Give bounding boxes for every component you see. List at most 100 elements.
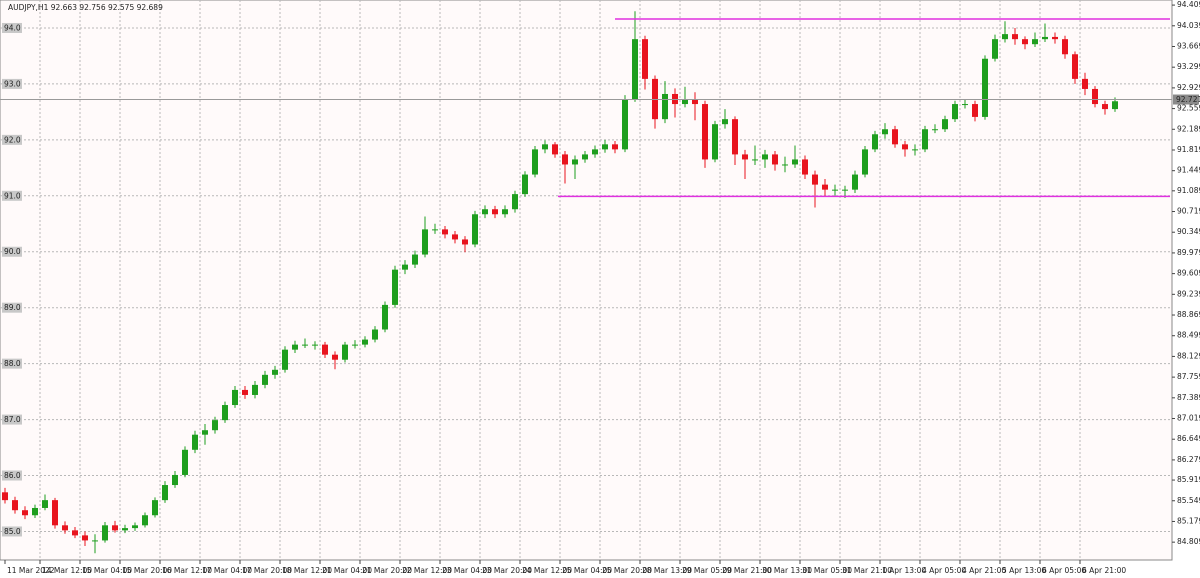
candle-body <box>1062 39 1068 55</box>
candle-body <box>682 99 688 105</box>
candle-body <box>592 149 598 155</box>
y-tick-label: 86.0 <box>4 471 21 480</box>
candle-body <box>942 119 948 130</box>
candle-body <box>2 492 8 501</box>
y2-tick-label: 89.239 <box>1177 289 1200 298</box>
y2-tick-label: 90.349 <box>1177 227 1200 236</box>
y-tick-label: 94.0 <box>4 23 21 32</box>
y2-tick-label: 85.179 <box>1177 516 1200 525</box>
candle-body <box>402 264 408 270</box>
candle-body <box>1042 36 1048 40</box>
candle-body <box>172 474 178 486</box>
candle-body <box>502 209 508 215</box>
candle-body <box>432 229 438 231</box>
candle-body <box>852 174 858 190</box>
candle-body <box>792 159 798 165</box>
y2-tick-label: 92.929 <box>1177 83 1200 92</box>
y-tick-box <box>2 190 22 201</box>
y2-tick-label: 88.499 <box>1177 331 1200 340</box>
candle-body <box>882 129 888 135</box>
candle-body <box>622 99 628 150</box>
x-tick-label: 16 Mar 12:00 <box>162 566 212 575</box>
y-tick-box <box>2 526 22 537</box>
candle-body <box>412 254 418 265</box>
candle-body <box>542 144 548 150</box>
candle-body <box>572 159 578 165</box>
y-tick-box <box>2 134 22 145</box>
y-tick-label: 88.0 <box>4 359 21 368</box>
candle-body <box>62 525 68 531</box>
candle-body <box>642 39 648 79</box>
candle-body <box>862 149 868 175</box>
candle-body <box>562 154 568 165</box>
candle-body <box>282 349 288 370</box>
candle-body <box>702 104 708 160</box>
y2-tick-label: 85.919 <box>1177 475 1200 484</box>
candle-body <box>672 93 678 105</box>
x-tick-label: 18 Mar 12:00 <box>282 566 332 575</box>
candle-body <box>612 144 618 150</box>
y-tick-label: 87.0 <box>4 415 21 424</box>
candle-body <box>442 229 448 235</box>
candle-body <box>12 500 18 511</box>
candle-body <box>262 374 268 385</box>
y-tick-box <box>2 414 22 425</box>
candle-body <box>1072 54 1078 79</box>
x-tick-label: 6 Apr 05:00 <box>1042 566 1086 575</box>
candle-body <box>372 329 378 340</box>
candle-body <box>722 119 728 125</box>
candle-body <box>912 149 918 151</box>
y2-tick-label: 87.759 <box>1177 372 1200 381</box>
y2-tick-label: 92.559 <box>1177 104 1200 113</box>
x-tick-label: 4 Apr 21:00 <box>962 566 1006 575</box>
y2-tick-label: 91.449 <box>1177 166 1200 175</box>
candle-body <box>102 525 108 541</box>
y2-tick-label: 93.669 <box>1177 41 1200 50</box>
y2-tick-label: 87.019 <box>1177 414 1200 423</box>
y2-tick-label: 85.549 <box>1177 496 1200 505</box>
y2-tick-label: 88.869 <box>1177 310 1200 319</box>
candle-body <box>952 104 958 120</box>
candle-body <box>252 384 258 395</box>
candle-body <box>872 134 878 150</box>
candle-body <box>962 104 968 106</box>
candle-body <box>422 229 428 255</box>
candle-body <box>22 510 28 516</box>
x-tick-label: 22 Mar 12:00 <box>402 566 452 575</box>
price-label: 92.721 <box>1176 95 1200 104</box>
x-tick-label: 21 Mar 20:00 <box>362 566 412 575</box>
candle-body <box>832 189 838 191</box>
candle-body <box>1012 34 1018 40</box>
candle-body <box>1082 78 1088 89</box>
candle-body <box>922 129 928 150</box>
candle-body <box>452 234 458 240</box>
candle-body <box>312 344 318 346</box>
candle-body <box>182 449 188 475</box>
y-tick-label: 92.0 <box>4 135 21 144</box>
candle-body <box>1032 39 1038 45</box>
y2-tick-label: 92.189 <box>1177 124 1200 133</box>
candle-body <box>602 144 608 150</box>
candle-body <box>992 39 998 59</box>
y-tick-box <box>2 302 22 313</box>
candle-body <box>482 209 488 215</box>
y-tick-box <box>2 22 22 33</box>
candle-body <box>1092 88 1098 105</box>
x-tick-label: 29 Mar 21:00 <box>722 566 772 575</box>
y-tick-label: 89.0 <box>4 303 21 312</box>
candle-body <box>72 530 78 536</box>
candle-body <box>772 154 778 165</box>
y-tick-box <box>2 470 22 481</box>
y-tick-box <box>2 246 22 257</box>
x-tick-label: 1 Apr 13:00 <box>882 566 926 575</box>
x-tick-label: 17 Mar 04:00 <box>202 566 252 575</box>
x-tick-label: 25 Mar 20:00 <box>602 566 652 575</box>
y-tick-box <box>2 358 22 369</box>
y2-tick-label: 91.819 <box>1177 145 1200 154</box>
candle-body <box>1052 36 1058 40</box>
candle-body <box>892 129 898 145</box>
chart-title: AUDJPY,H1 92.663 92.756 92.575 92.689 <box>8 3 163 12</box>
y-tick-label: 90.0 <box>4 247 21 256</box>
y2-tick-label: 90.719 <box>1177 207 1200 216</box>
